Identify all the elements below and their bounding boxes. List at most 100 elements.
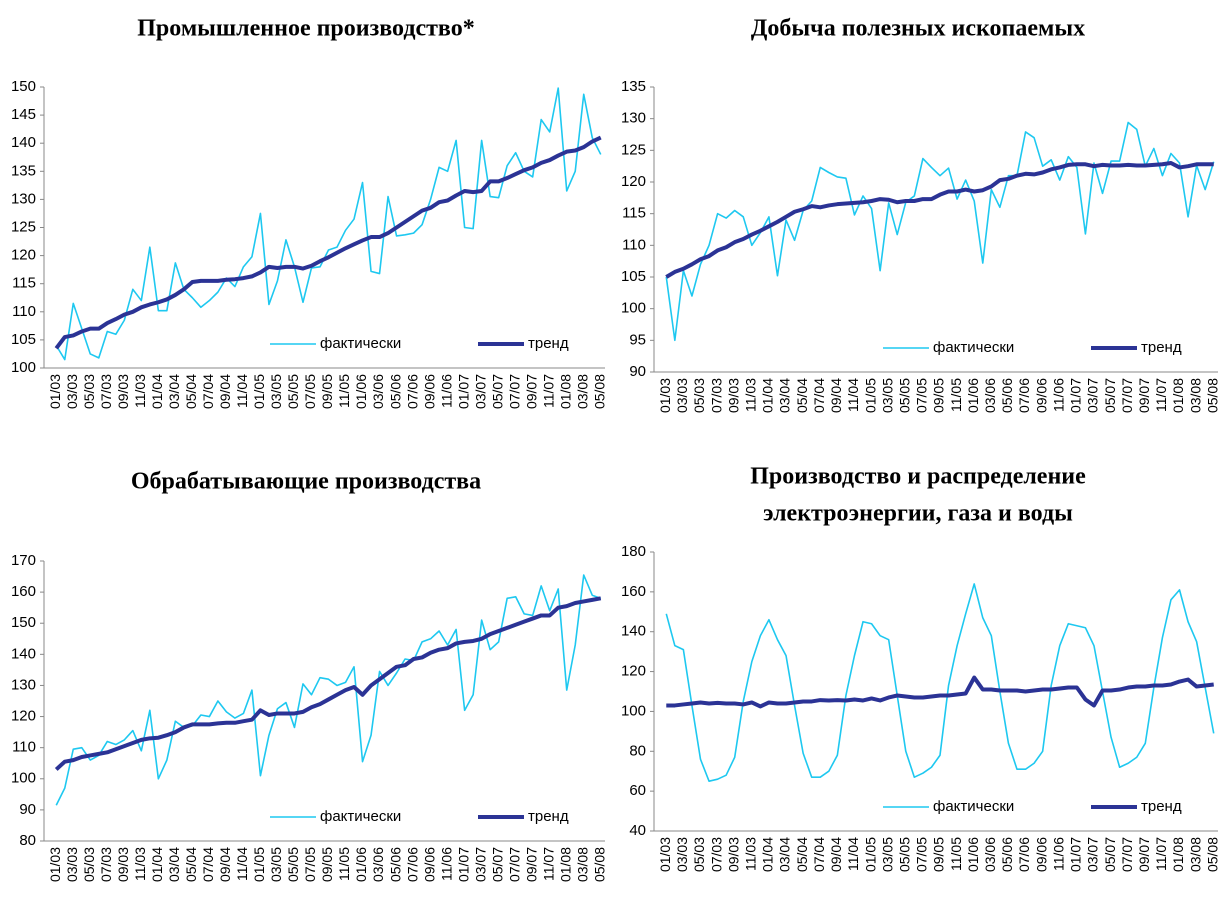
x-tick-label: 07/03 bbox=[98, 374, 114, 409]
x-tick-label: 11/07 bbox=[1153, 378, 1169, 412]
x-tick-label: 05/04 bbox=[794, 837, 810, 872]
x-tick-label: 09/07 bbox=[1136, 378, 1152, 413]
x-tick-label: 01/06 bbox=[353, 374, 369, 409]
x-tick-label: 05/08 bbox=[591, 847, 607, 882]
y-tick-label: 140 bbox=[621, 623, 646, 640]
x-tick-label: 01/03 bbox=[657, 837, 673, 872]
x-tick-label: 09/05 bbox=[931, 378, 947, 413]
x-tick-label: 05/07 bbox=[1102, 378, 1118, 413]
x-tick-label: 05/06 bbox=[999, 837, 1015, 872]
x-tick-label: 09/03 bbox=[725, 378, 741, 413]
x-tick-label: 11/06 bbox=[438, 847, 454, 881]
x-tick-label: 11/04 bbox=[234, 847, 250, 881]
x-tick-label: 09/05 bbox=[319, 374, 335, 409]
x-tick-label: 03/05 bbox=[879, 378, 895, 413]
x-tick-label: 11/05 bbox=[336, 847, 352, 881]
x-tick-label: 11/03 bbox=[132, 847, 148, 881]
x-tick-label: 09/03 bbox=[115, 847, 131, 882]
y-tick-label: 135 bbox=[11, 162, 36, 179]
legend-label: фактически bbox=[320, 335, 401, 352]
x-tick-label: 07/04 bbox=[811, 837, 827, 872]
legend-label: тренд bbox=[1141, 339, 1182, 356]
x-tick-label: 03/08 bbox=[1187, 837, 1203, 872]
x-tick-label: 09/06 bbox=[1033, 837, 1049, 872]
x-tick-label: 05/03 bbox=[691, 378, 707, 413]
x-tick-label: 09/03 bbox=[725, 837, 741, 872]
x-tick-label: 07/03 bbox=[708, 837, 724, 872]
x-tick-label: 11/04 bbox=[845, 378, 861, 412]
x-tick-label: 05/06 bbox=[387, 847, 403, 882]
y-tick-label: 100 bbox=[11, 770, 36, 787]
x-tick-label: 11/04 bbox=[234, 374, 250, 408]
chart: Обрабатывающие производства 80 90 100 110 120… bbox=[11, 469, 607, 883]
x-tick-label: 05/07 bbox=[489, 374, 505, 409]
series-line bbox=[666, 675, 1214, 709]
y-tick-label: 90 bbox=[629, 363, 646, 380]
x-tick-label: 09/04 bbox=[217, 847, 233, 882]
x-tick-label: 03/08 bbox=[574, 847, 590, 882]
x-tick-label: 11/06 bbox=[1050, 837, 1066, 871]
x-tick-label: 07/07 bbox=[506, 374, 522, 409]
x-tick-label: 03/06 bbox=[370, 847, 386, 882]
x-tick-label: 07/04 bbox=[200, 374, 216, 409]
x-tick-label: 09/03 bbox=[115, 374, 131, 409]
x-tick-label: 05/03 bbox=[81, 374, 97, 409]
x-tick-label: 01/06 bbox=[965, 837, 981, 872]
x-tick-label: 07/04 bbox=[811, 378, 827, 413]
x-tick-label: 09/04 bbox=[217, 374, 233, 409]
y-tick-label: 140 bbox=[11, 645, 36, 662]
x-tick-label: 09/06 bbox=[1033, 378, 1049, 413]
chart: Промышленное производство* 100 105 110 115 12… bbox=[11, 16, 607, 410]
x-tick-label: 05/07 bbox=[1102, 837, 1118, 872]
x-tick-label: 11/05 bbox=[948, 378, 964, 412]
x-tick-label: 11/04 bbox=[845, 837, 861, 871]
x-tick-label: 01/06 bbox=[353, 847, 369, 882]
x-tick-label: 11/03 bbox=[132, 374, 148, 408]
x-tick-label: 07/05 bbox=[302, 847, 318, 882]
x-tick-label: 03/04 bbox=[777, 837, 793, 872]
x-tick-label: 01/03 bbox=[47, 847, 63, 882]
y-tick-label: 115 bbox=[622, 205, 646, 222]
x-tick-label: 05/04 bbox=[794, 378, 810, 413]
x-tick-label: 01/08 bbox=[1170, 837, 1186, 872]
x-tick-label: 11/07 bbox=[1153, 837, 1169, 871]
y-tick-label: 180 bbox=[621, 543, 646, 560]
x-tick-label: 07/03 bbox=[708, 378, 724, 413]
y-tick-label: 130 bbox=[11, 190, 36, 207]
y-tick-label: 135 bbox=[621, 78, 646, 95]
x-tick-label: 05/08 bbox=[1204, 378, 1220, 413]
x-tick-label: 07/07 bbox=[506, 847, 522, 882]
x-tick-label: 03/07 bbox=[1085, 837, 1101, 872]
x-tick-label: 09/06 bbox=[421, 847, 437, 882]
y-tick-label: 115 bbox=[12, 275, 36, 292]
x-tick-label: 07/06 bbox=[1016, 378, 1032, 413]
x-tick-label: 01/05 bbox=[862, 837, 878, 872]
x-tick-label: 03/03 bbox=[674, 837, 690, 872]
y-tick-label: 145 bbox=[11, 106, 36, 123]
x-tick-label: 03/05 bbox=[879, 837, 895, 872]
chart-title: Промышленное производство* bbox=[137, 16, 474, 42]
x-tick-label: 07/05 bbox=[914, 378, 930, 413]
x-tick-label: 05/08 bbox=[1204, 837, 1220, 872]
chart-title: Производство и распределение bbox=[750, 464, 1086, 490]
x-tick-label: 09/07 bbox=[523, 847, 539, 882]
legend-label: тренд bbox=[528, 335, 569, 352]
x-tick-label: 03/03 bbox=[64, 847, 80, 882]
y-tick-label: 120 bbox=[621, 663, 646, 680]
y-tick-label: 90 bbox=[19, 801, 36, 818]
series-line bbox=[55, 574, 602, 806]
y-tick-label: 120 bbox=[621, 173, 646, 190]
x-tick-label: 03/06 bbox=[982, 837, 998, 872]
x-tick-label: 01/04 bbox=[760, 837, 776, 872]
series-line bbox=[665, 583, 1215, 782]
x-tick-label: 09/04 bbox=[828, 837, 844, 872]
y-tick-label: 40 bbox=[629, 822, 646, 839]
x-tick-label: 01/07 bbox=[455, 374, 471, 409]
x-tick-label: 09/06 bbox=[421, 374, 437, 409]
x-tick-label: 11/07 bbox=[540, 374, 556, 408]
y-tick-label: 100 bbox=[11, 359, 36, 376]
x-tick-label: 05/06 bbox=[999, 378, 1015, 413]
x-tick-label: 01/04 bbox=[149, 847, 165, 882]
x-tick-label: 07/07 bbox=[1119, 378, 1135, 413]
x-tick-label: 03/03 bbox=[64, 374, 80, 409]
